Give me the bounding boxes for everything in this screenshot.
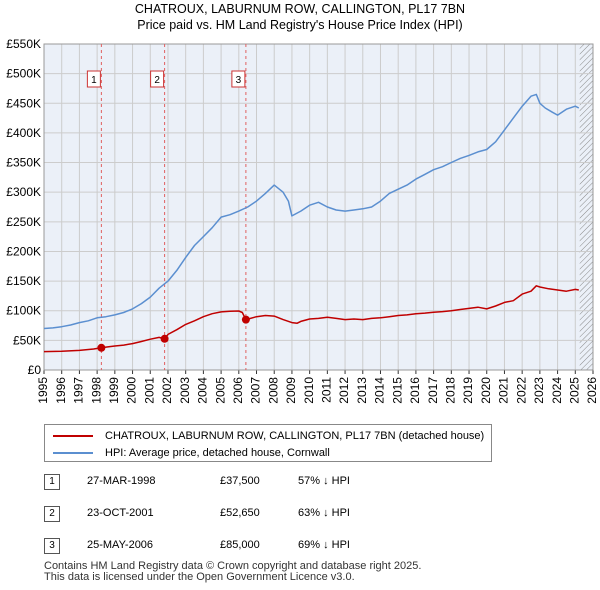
sale-hpi-diff: 57% ↓ HPI [298, 475, 350, 487]
x-tick-label: 2026 [585, 377, 599, 404]
sale-date: 27-MAR-1998 [87, 475, 156, 487]
sale-price: £85,000 [220, 539, 260, 551]
x-tick-label: 2022 [514, 377, 528, 404]
footer-license: This data is licensed under the Open Gov… [44, 571, 355, 583]
footer: Contains HM Land Registry data © Crown c… [44, 561, 421, 583]
sale-number-badge: 3 [44, 538, 60, 554]
x-tick-label: 2018 [443, 377, 457, 404]
sale-marker-box [231, 70, 246, 88]
sale-price: £52,650 [220, 507, 260, 519]
price-chart: £0 £50K £100K £150K £200K £250K £300K £350K £400… [6, 37, 599, 404]
legend-label-hpi: HPI: Average price, detached house, Corn… [105, 447, 330, 459]
x-tick-label: 2010 [302, 377, 316, 404]
sale-marker-label: 1 [91, 75, 97, 86]
y-tick-label: £250K [6, 215, 41, 229]
sale-point [97, 343, 106, 352]
chart-subtitle: Price paid vs. HM Land Registry's House … [137, 18, 463, 32]
sale-marker-label: 3 [236, 75, 242, 86]
y-tick-label: £100K [6, 304, 41, 318]
y-tick-label: £400K [6, 126, 41, 140]
footer-copyright: Contains HM Land Registry data © Crown c… [44, 560, 422, 572]
x-tick-label: 2002 [160, 377, 174, 404]
sale-marker-box [86, 70, 101, 88]
property-series-line [43, 285, 579, 353]
x-tick-label: 1997 [72, 377, 86, 404]
sale-date: 25-MAY-2006 [87, 539, 154, 551]
chart-title: CHATROUX, LABURNUM ROW, CALLINGTON, PL17… [134, 2, 466, 16]
x-tick-label: 2014 [373, 377, 387, 404]
x-tick-label: 2011 [320, 377, 334, 403]
plot-area [44, 44, 593, 370]
x-tick-label: 2025 [567, 377, 581, 404]
y-tick-label: £150K [6, 274, 41, 288]
x-tick-label: 1998 [89, 377, 103, 404]
x-tick-label: 2009 [284, 377, 298, 404]
table-row: 3 25-MAY-2006 £85,000 69% ↓ HPI [44, 538, 444, 556]
sale-price: £37,500 [220, 475, 260, 487]
x-tick-label: 2023 [532, 377, 546, 404]
x-tick-label: 2003 [178, 377, 192, 404]
plot-border [43, 43, 594, 371]
sale-number-badge: 1 [44, 474, 60, 490]
y-tick-label: £450K [6, 96, 41, 110]
legend-item-property: CHATROUX, LABURNUM ROW, CALLINGTON, PL17… [53, 428, 484, 444]
legend-item-hpi: HPI: Average price, detached house, Corn… [53, 445, 330, 461]
x-tick-label: 2017 [426, 377, 440, 404]
x-tick-label: 2001 [142, 377, 156, 404]
table-row: 1 27-MAR-1998 £37,500 57% ↓ HPI [44, 474, 444, 492]
sale-hpi-diff: 63% ↓ HPI [298, 507, 350, 519]
y-tick-label: £200K [6, 244, 41, 258]
x-tick-label: 1995 [36, 377, 50, 404]
x-tick-label: 2019 [461, 377, 475, 404]
legend-swatch-hpi [53, 452, 93, 454]
x-tick-label: 2020 [479, 377, 493, 404]
x-tick-label: 2005 [213, 377, 227, 404]
y-tick-label: £550K [6, 37, 41, 51]
y-tick-label: £350K [6, 156, 41, 170]
sale-hpi-diff: 69% ↓ HPI [298, 539, 350, 551]
y-tick-label: £500K [6, 67, 41, 81]
y-tick-label: £300K [6, 185, 41, 199]
hpi-series-line [43, 93, 580, 330]
x-tick-label: 2024 [550, 377, 564, 404]
sale-number-badge: 2 [44, 506, 60, 522]
sale-marker-box [150, 70, 165, 88]
y-tick-label: £0 [28, 363, 42, 377]
x-tick-label: 2004 [196, 377, 210, 404]
legend-label-property: CHATROUX, LABURNUM ROW, CALLINGTON, PL17… [105, 430, 485, 442]
x-tick-label: 2016 [408, 377, 422, 404]
legend: CHATROUX, LABURNUM ROW, CALLINGTON, PL17… [44, 424, 492, 462]
x-tick-label: 2000 [125, 377, 139, 404]
x-tick-label: 2013 [355, 377, 369, 404]
sale-date: 23-OCT-2001 [87, 507, 154, 519]
x-tick-label: 2007 [249, 377, 263, 404]
x-tick-label: 2008 [266, 377, 280, 404]
table-row: 2 23-OCT-2001 £52,650 63% ↓ HPI [44, 506, 444, 524]
sale-point [160, 334, 169, 343]
y-tick-label: £50K [13, 333, 41, 347]
forecast-hatch [579, 44, 593, 370]
x-tick-label: 2015 [390, 377, 404, 404]
x-tick-label: 1999 [107, 377, 121, 404]
x-tick-label: 1996 [54, 377, 68, 404]
x-tick-label: 2006 [231, 377, 245, 404]
sale-marker-label: 2 [154, 75, 160, 86]
sale-point [241, 315, 250, 324]
legend-swatch-property [53, 435, 93, 437]
x-tick-label: 2021 [497, 377, 511, 404]
x-tick-label: 2012 [337, 377, 351, 404]
